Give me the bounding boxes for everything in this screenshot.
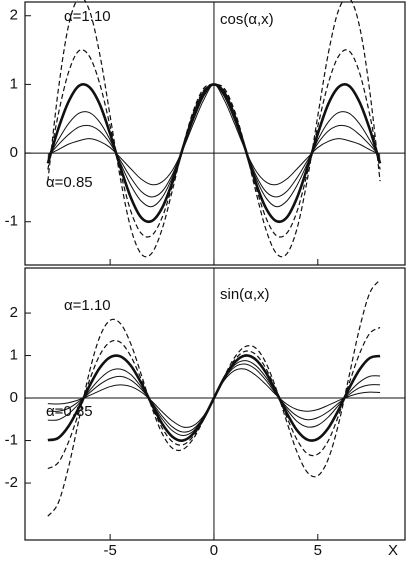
y-tick-label: -1 — [5, 213, 18, 230]
y-tick-label: -2 — [5, 474, 18, 491]
annotation: α=0.85 — [46, 174, 93, 191]
y-tick-label: 1 — [10, 75, 18, 92]
annotation: cos(α,x) — [220, 11, 274, 28]
x-tick-label: -5 — [103, 542, 116, 559]
y-tick-label: 0 — [10, 389, 18, 406]
curve — [47, 49, 381, 238]
y-tick-label: 0 — [10, 144, 18, 161]
curve — [47, 279, 381, 517]
y-tick-label: 1 — [10, 347, 18, 364]
x-axis-label: X — [388, 542, 398, 559]
curve — [47, 0, 381, 258]
annotation: α=0.85 — [46, 403, 93, 420]
annotation: sin(α,x) — [220, 286, 270, 303]
y-tick-label: 2 — [10, 304, 18, 321]
x-tick-label: 0 — [210, 542, 218, 559]
y-tick-label: -1 — [5, 432, 18, 449]
annotation: α=1.10 — [64, 8, 111, 25]
annotation: α=1.10 — [64, 297, 111, 314]
x-tick-label: 5 — [314, 542, 322, 559]
y-tick-label: 2 — [10, 7, 18, 24]
plot-frame — [24, 1, 406, 266]
plot-frame — [24, 267, 406, 541]
